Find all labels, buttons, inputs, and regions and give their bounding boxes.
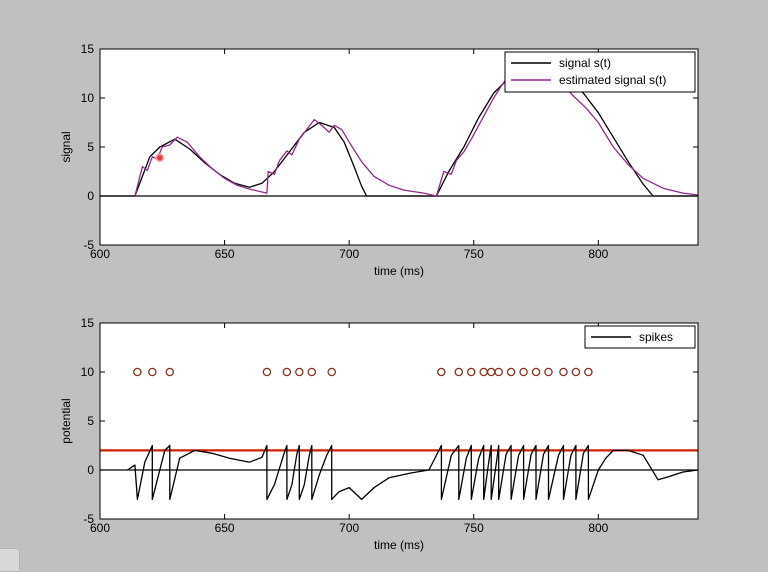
spike-marker xyxy=(584,367,593,377)
spike-marker xyxy=(531,367,541,377)
plot-area xyxy=(100,323,698,519)
y-tick-label: 15 xyxy=(81,42,95,56)
corner-tab[interactable] xyxy=(0,548,20,572)
y-tick-label: 0 xyxy=(87,189,94,203)
spike-marker xyxy=(282,367,292,377)
x-axis-label: time (ms) xyxy=(374,538,424,552)
plot-2: 600 650 700 750 800 -5 0 5 10 15 time (ms) potentia… xyxy=(59,316,699,552)
y-tick-label: 5 xyxy=(87,414,94,428)
spike-marker xyxy=(165,367,175,377)
y-tick-label: 5 xyxy=(87,140,94,154)
spike-marker xyxy=(327,367,336,377)
x-axis-label: time (ms) xyxy=(374,264,424,278)
y-tick-label: 15 xyxy=(81,316,95,330)
legend-label: spikes xyxy=(639,330,673,344)
legend-box xyxy=(504,51,696,93)
legend-label: estimated signal s(t) xyxy=(559,73,666,87)
x-tick-label: 800 xyxy=(588,521,608,535)
y-tick-label: 10 xyxy=(81,365,95,379)
spike-marker xyxy=(437,367,446,377)
x-tick-label: 700 xyxy=(339,521,359,535)
y-tick-label: 0 xyxy=(87,463,94,477)
spike-marker xyxy=(148,367,157,377)
x-tick-label: 700 xyxy=(339,247,359,261)
spike-marker xyxy=(559,367,568,377)
spike-marker xyxy=(454,367,464,377)
spike-marker xyxy=(571,367,581,377)
spike-marker xyxy=(494,367,503,377)
spike-marker xyxy=(295,367,304,377)
spike-marker xyxy=(506,367,516,377)
spike-marker xyxy=(307,367,317,377)
y-tick-label: -5 xyxy=(83,238,94,252)
y-axis-label: signal xyxy=(59,131,73,162)
spike-marker xyxy=(544,367,553,377)
legend-box xyxy=(584,325,696,349)
series-line-1 xyxy=(127,444,699,501)
plot-1: 600 650 700 750 800 -5 0 5 10 15 time (ms) signal si… xyxy=(59,42,699,278)
x-tick-label: 650 xyxy=(215,247,235,261)
spike-marker xyxy=(467,367,476,377)
y-tick-label: 10 xyxy=(81,91,95,105)
x-tick-label: 600 xyxy=(90,521,110,535)
x-tick-label: 800 xyxy=(588,247,608,261)
y-axis-label: potential xyxy=(59,398,73,443)
spike-marker xyxy=(262,367,272,377)
x-tick-label: 750 xyxy=(464,247,484,261)
legend-label: signal s(t) xyxy=(559,56,611,70)
y-tick-label: -5 xyxy=(83,512,94,526)
annotation-marker xyxy=(155,153,165,163)
legend: signal s(t) estimated signal s(t) xyxy=(504,51,696,93)
x-tick-label: 650 xyxy=(215,521,235,535)
spike-marker xyxy=(519,367,528,377)
legend: spikes xyxy=(584,325,696,349)
x-tick-label: 600 xyxy=(90,247,110,261)
spike-marker xyxy=(133,367,142,377)
x-tick-label: 750 xyxy=(464,521,484,535)
